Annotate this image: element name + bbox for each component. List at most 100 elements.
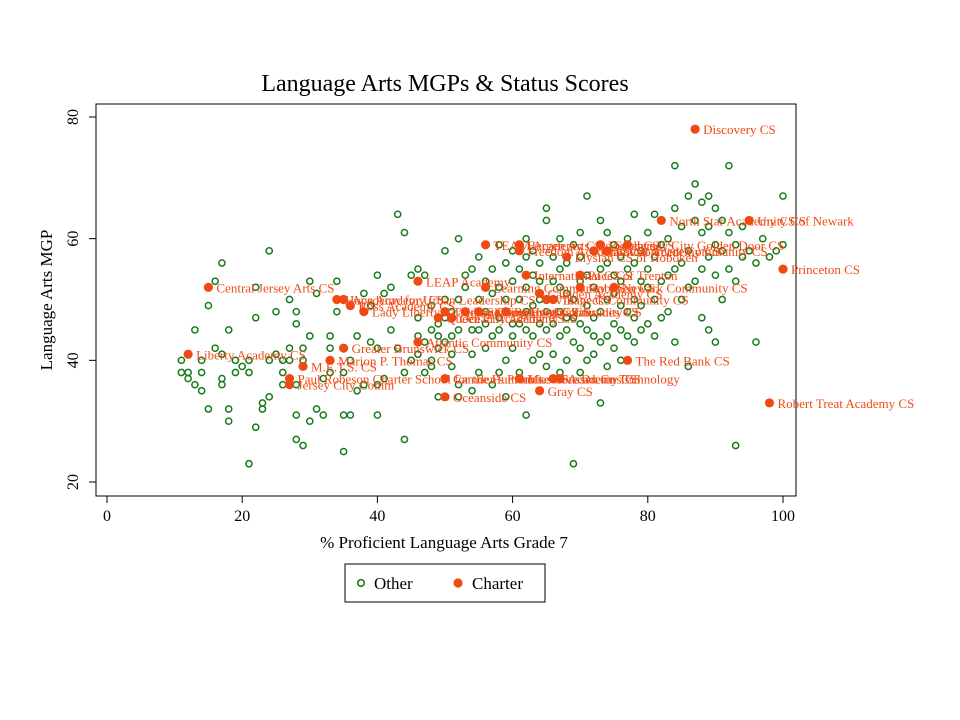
other-point (542, 362, 551, 371)
legend: Other Charter (344, 563, 546, 603)
charter-point-label: Central Jersey Arts CS (216, 280, 334, 295)
other-point (576, 344, 585, 353)
y-tick-label: 20 (65, 474, 82, 490)
charter-point (690, 124, 700, 134)
series-other (177, 161, 787, 468)
other-point (501, 392, 510, 401)
charter-point-label: Academy CS (568, 372, 637, 387)
other-point (718, 216, 727, 225)
other-point (704, 222, 713, 231)
charter-point (622, 240, 633, 250)
other-point (569, 240, 578, 249)
other-point (258, 405, 267, 413)
plot-area-frame (95, 103, 797, 497)
other-point (616, 277, 625, 286)
other-point (474, 295, 483, 304)
other-point (191, 380, 199, 389)
other-point (664, 234, 672, 243)
charter-point (501, 307, 511, 317)
charter-point (440, 373, 450, 384)
charter-point (555, 373, 565, 384)
other-point (224, 405, 233, 413)
charter-point (514, 373, 524, 384)
other-point (630, 313, 639, 322)
other-point (522, 253, 530, 261)
other-point (231, 356, 240, 365)
other-point (400, 368, 409, 377)
other-point (177, 356, 186, 365)
other-point (414, 313, 422, 322)
other-point (366, 338, 375, 346)
charter-point (575, 282, 585, 292)
other-point (583, 301, 591, 310)
other-point (218, 380, 226, 389)
other-point (589, 313, 598, 322)
other-point (630, 295, 639, 304)
charter-point-label: Academy for Urban Leadership CS (352, 293, 536, 308)
other-point (299, 441, 307, 450)
other-point (704, 192, 713, 200)
charter-point-label: Soaring Heights CS (487, 305, 590, 320)
charter-point-label: M.E.T.S. CS (311, 359, 377, 374)
other-point (265, 392, 274, 401)
charter-point (413, 276, 423, 286)
charter-point-label: Beloved Community CS (514, 305, 642, 320)
other-point (616, 253, 625, 261)
other-point (556, 234, 564, 243)
other-point (414, 265, 422, 273)
other-point (637, 246, 645, 255)
charter-point (589, 246, 599, 256)
other-point (670, 161, 679, 170)
charter-point (345, 300, 355, 311)
other-point (292, 411, 301, 419)
charter-point-label: LEAP Academy (426, 274, 511, 289)
other-point (738, 253, 747, 261)
other-point (704, 253, 713, 261)
other-point (522, 234, 530, 243)
other-point (420, 368, 429, 377)
other-point (251, 423, 260, 432)
other-point (529, 246, 537, 255)
charter-point-label: Bergen Arts and Science CS (527, 238, 674, 253)
other-point (427, 326, 436, 334)
other-point (373, 411, 382, 419)
other-point (745, 246, 754, 255)
other-point (441, 295, 449, 304)
other-point (603, 228, 612, 237)
other-point (603, 259, 612, 267)
other-point (738, 222, 747, 231)
other-point (576, 319, 585, 328)
other-point (285, 295, 294, 304)
legend-charter-marker (453, 578, 463, 588)
charter-point-label: Gray CS (548, 384, 593, 399)
other-point (664, 271, 672, 280)
other-point (556, 307, 564, 316)
x-tick-label: 20 (234, 508, 250, 525)
other-point (576, 253, 585, 261)
charter-point-label: Pace CS (588, 268, 632, 283)
other-point (495, 326, 503, 334)
charter-point-label: TEAM Academy CS (494, 238, 602, 253)
other-point (495, 283, 503, 292)
other-point (657, 313, 666, 322)
other-point (603, 295, 612, 304)
charter-point-label: Ross Academy CS (358, 299, 455, 314)
legend-charter-label: Charter (472, 574, 523, 593)
other-point (224, 326, 233, 334)
other-point (468, 265, 476, 273)
other-point (353, 332, 361, 340)
charter-point-label: The Red Bank CS (636, 353, 730, 368)
charter-point (447, 313, 457, 323)
other-point (339, 447, 348, 456)
other-point (698, 228, 706, 237)
charter-point (656, 215, 666, 226)
other-point (305, 417, 314, 426)
other-point (292, 319, 301, 328)
other-point (562, 289, 571, 298)
charter-point-label: Oceanside CS (453, 390, 526, 405)
other-point (447, 362, 456, 371)
other-point (393, 344, 402, 353)
chart-title: Language Arts MGPs & Status Scores (261, 71, 628, 97)
other-point (197, 368, 206, 377)
